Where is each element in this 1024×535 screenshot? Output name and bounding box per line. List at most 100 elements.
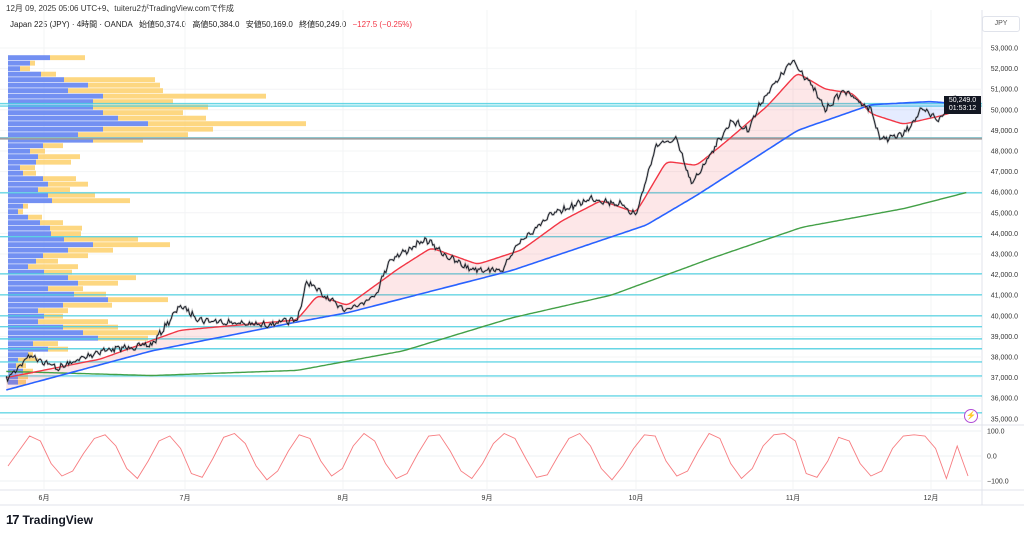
- ma-cloud-fill: [642, 198, 645, 227]
- ma-cloud-fill: [566, 217, 569, 253]
- volume-profile-up-bar: [8, 258, 36, 264]
- ma-cloud-fill: [528, 243, 531, 265]
- volume-profile-up-bar: [8, 220, 40, 226]
- ma-cloud-fill: [482, 262, 485, 279]
- volume-profile-up-bar: [8, 269, 44, 275]
- ma-cloud-fill: [910, 102, 913, 123]
- ma-cloud-fill: [76, 363, 79, 372]
- ma-cloud-fill: [48, 368, 51, 379]
- ma-cloud-fill: [812, 81, 815, 126]
- ma-cloud-fill: [462, 258, 465, 284]
- ma-cloud-fill: [556, 223, 559, 256]
- ma-cloud-fill: [42, 370, 45, 381]
- volume-profile-up-bar: [8, 154, 38, 160]
- ma-cloud-fill: [234, 325, 237, 335]
- ma-cloud-fill: [94, 359, 97, 367]
- ma-cloud-fill: [78, 363, 81, 371]
- ma-cloud-fill: [126, 348, 129, 358]
- ma-cloud-fill: [66, 365, 69, 374]
- ma-cloud-fill: [324, 297, 327, 317]
- ma-cloud-fill: [942, 102, 945, 116]
- volume-profile-down-bar: [103, 110, 183, 116]
- y-tick-label: 35,000.0: [991, 416, 1018, 423]
- y-tick-label: 42,000.0: [991, 272, 1018, 279]
- ma-cloud-fill: [534, 239, 537, 263]
- ma-cloud-fill: [172, 332, 175, 347]
- ma-cloud-fill: [582, 209, 585, 247]
- volume-profile-down-bar: [41, 71, 56, 77]
- ma-cloud-fill: [550, 227, 553, 258]
- ma-cloud-fill: [200, 328, 203, 342]
- ma-cloud-fill: [298, 316, 301, 322]
- ma-cloud-fill: [584, 208, 587, 247]
- volume-profile-up-bar: [8, 379, 18, 385]
- ma-cloud-fill: [328, 298, 331, 317]
- ma-cloud-fill: [752, 117, 755, 160]
- ma-cloud-fill: [442, 251, 445, 289]
- ma-cloud-fill: [444, 252, 447, 288]
- ma-cloud-fill: [438, 250, 441, 290]
- ma-cloud-fill: [540, 234, 543, 261]
- ma-cloud-fill: [430, 248, 433, 292]
- ma-cloud-fill: [670, 161, 673, 211]
- ma-cloud-fill: [330, 299, 333, 316]
- ma-cloud-fill: [592, 204, 595, 244]
- ma-cloud-fill: [778, 91, 781, 143]
- ma-cloud-fill: [660, 168, 663, 217]
- ma-cloud-fill: [682, 163, 685, 204]
- ma-cloud-fill: [732, 134, 735, 173]
- ma-cloud-fill: [536, 237, 539, 263]
- ma-cloud-fill: [844, 92, 847, 115]
- ma-cloud-fill: [166, 334, 169, 348]
- oscillator-line: [7, 432, 969, 481]
- ma-cloud-fill: [646, 191, 649, 226]
- ma-cloud-fill: [538, 236, 541, 262]
- currency-button[interactable]: JPY: [982, 16, 1020, 32]
- ma-cloud-fill: [722, 143, 725, 179]
- ma-cloud-fill: [314, 296, 317, 319]
- ma-cloud-fill: [338, 302, 341, 315]
- volume-profile-up-bar: [8, 341, 33, 347]
- ma-cloud-fill: [936, 102, 939, 117]
- ma-cloud-fill: [788, 80, 791, 137]
- ma-cloud-fill: [726, 139, 729, 177]
- ma-cloud-fill: [108, 355, 111, 363]
- volume-profile-up-bar: [8, 143, 43, 149]
- ma-cloud-fill: [678, 162, 681, 207]
- x-tick-label: 10月: [629, 494, 644, 502]
- volume-profile-up-bar: [8, 198, 52, 204]
- ma-cloud-fill: [704, 157, 707, 191]
- ma-cloud-fill: [782, 87, 785, 141]
- volume-profile-down-bar: [18, 374, 28, 380]
- ma-cloud-fill: [470, 261, 473, 282]
- lightning-icon[interactable]: ⚡: [964, 409, 978, 423]
- ma-cloud-fill: [390, 273, 393, 302]
- ma-cloud-fill: [12, 376, 15, 389]
- ma-cloud-fill: [562, 219, 565, 254]
- legend-symbol[interactable]: Japan 225 (JPY) · 4時間 · OANDA: [10, 20, 133, 29]
- ma-cloud-fill: [130, 347, 133, 357]
- legend-low: 安値50,169.0: [245, 20, 293, 29]
- ma-cloud-fill: [440, 251, 443, 289]
- volume-profile-down-bar: [48, 181, 88, 187]
- ma-cloud-fill: [434, 248, 437, 291]
- ma-cloud-fill: [768, 102, 771, 150]
- ma-cloud-fill: [478, 263, 481, 280]
- ema-slow-line: [6, 191, 967, 377]
- ma-cloud-fill: [186, 329, 189, 345]
- volume-profile-down-bar: [64, 236, 138, 242]
- volume-profile-up-bar: [8, 99, 93, 105]
- ma-cloud-fill: [118, 351, 121, 360]
- x-tick-label: 12月: [924, 494, 939, 502]
- volume-profile-down-bar: [44, 269, 72, 275]
- volume-profile-up-bar: [8, 71, 41, 77]
- ma-cloud-fill: [594, 202, 597, 243]
- volume-profile-down-bar: [68, 275, 136, 281]
- ma-cloud-fill: [36, 371, 39, 382]
- ma-cloud-fill: [728, 137, 731, 175]
- ma-cloud-fill: [716, 147, 719, 183]
- volume-profile-down-bar: [38, 308, 68, 314]
- volume-profile-up-bar: [8, 170, 23, 176]
- ma-cloud-fill: [418, 254, 421, 295]
